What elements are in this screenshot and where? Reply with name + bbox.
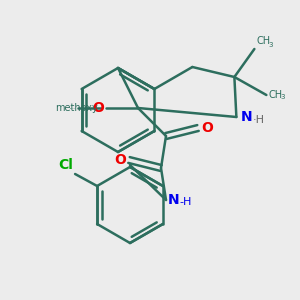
Text: methoxy: methoxy xyxy=(70,107,76,109)
Text: O: O xyxy=(92,101,104,115)
Text: -H: -H xyxy=(179,197,191,207)
Text: O: O xyxy=(114,153,126,167)
Text: O: O xyxy=(201,121,213,135)
Text: CH: CH xyxy=(256,36,271,46)
Text: 3: 3 xyxy=(280,94,285,100)
Text: methoxy: methoxy xyxy=(55,103,98,113)
Text: Cl: Cl xyxy=(58,158,73,172)
Text: ·H: ·H xyxy=(252,115,264,125)
Text: N: N xyxy=(168,193,180,207)
Text: N: N xyxy=(240,110,252,124)
Text: 3: 3 xyxy=(268,42,273,48)
Text: CH: CH xyxy=(268,90,283,100)
